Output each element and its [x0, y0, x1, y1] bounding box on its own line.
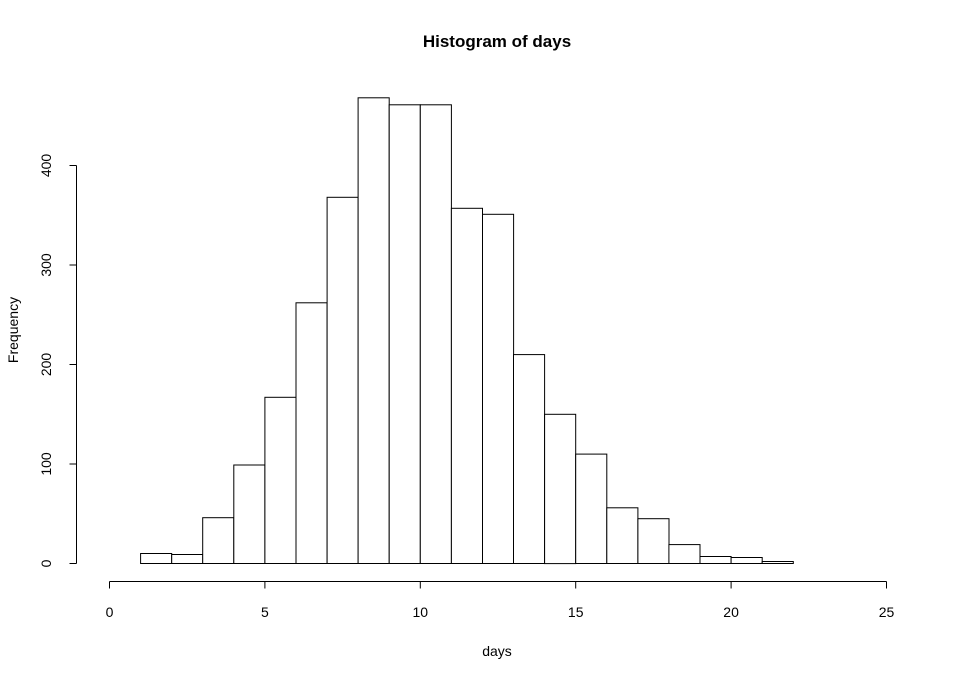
x-tick-label: 5 — [261, 604, 269, 620]
histogram-bar — [357, 97, 390, 565]
x-axis: 0 5 10 15 20 25 — [106, 581, 895, 620]
histogram-bar — [761, 561, 794, 564]
x-tick-label: 15 — [568, 604, 584, 620]
bars-group — [140, 97, 794, 565]
histogram-bar — [513, 354, 546, 564]
histogram-bar — [295, 302, 328, 564]
histogram-bar — [637, 518, 670, 565]
x-tick-label: 0 — [106, 604, 114, 620]
histogram-bar — [171, 554, 204, 564]
histogram-bar — [233, 464, 266, 564]
histogram-bar — [606, 507, 639, 564]
histogram-bar — [388, 104, 421, 565]
histogram-bar — [730, 557, 763, 564]
histogram-bar — [544, 413, 577, 565]
histogram-bar — [668, 544, 701, 564]
histogram-bar — [699, 556, 732, 564]
histogram-bar — [482, 213, 515, 565]
x-tick-label: 10 — [413, 604, 429, 620]
y-tick-label: 400 — [38, 154, 54, 178]
y-tick-label: 300 — [38, 253, 54, 277]
x-axis-label: days — [482, 643, 512, 659]
x-tick-label: 25 — [879, 604, 895, 620]
histogram-bar — [202, 517, 235, 565]
histogram-bar — [419, 104, 452, 565]
histogram-bar — [450, 207, 483, 565]
y-axis-label: Frequency — [5, 297, 21, 363]
y-tick-label: 100 — [38, 452, 54, 476]
chart-title: Histogram of days — [423, 32, 571, 51]
x-tick-label: 20 — [723, 604, 739, 620]
y-axis: 0 100 200 300 400 — [38, 154, 77, 567]
histogram-bar — [140, 553, 173, 564]
histogram-bar — [326, 196, 359, 565]
histogram-bar — [575, 453, 608, 565]
histogram-bar — [264, 396, 297, 564]
y-tick-label: 200 — [38, 353, 54, 377]
y-tick-label: 0 — [38, 559, 54, 567]
